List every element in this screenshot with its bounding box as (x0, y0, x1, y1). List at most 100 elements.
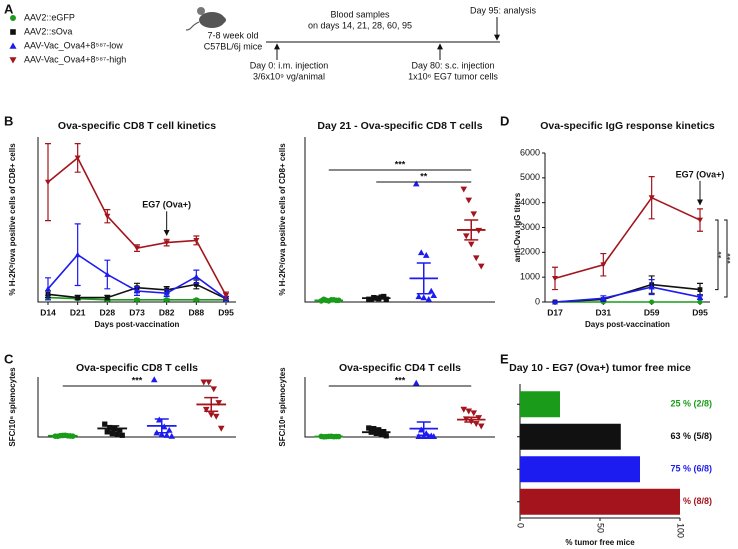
x-axis-label: % tumor free mice (565, 538, 635, 547)
y-axis-label: SFC/10⁶ splenocytes (8, 367, 17, 447)
point (552, 276, 558, 282)
point (425, 295, 433, 302)
point (202, 406, 210, 413)
point (371, 425, 377, 432)
y-tick-label: 4000 (520, 197, 540, 207)
point (200, 379, 208, 386)
significance-label: *** (395, 159, 406, 169)
y-axis-label: % H-2Kᵇ/ova positive cells of CD8+ cells (8, 143, 17, 296)
point (470, 410, 478, 417)
point (117, 427, 123, 433)
point (648, 284, 655, 290)
x-tick-label: D88 (189, 307, 205, 317)
point (193, 273, 200, 280)
series-line (47, 156, 227, 296)
point (425, 433, 433, 440)
point (366, 425, 372, 431)
x-tick-label: D95 (692, 307, 708, 317)
point (460, 186, 468, 193)
significance-label: *** (725, 253, 735, 264)
point (368, 297, 374, 303)
panel-label: C (4, 351, 14, 366)
legend-marker (9, 42, 17, 49)
mouse-label: C57BL/6j mice (204, 41, 263, 51)
point (697, 287, 703, 292)
y-tick-label: 5000 (520, 172, 540, 182)
legend-marker (9, 57, 17, 64)
series-line (554, 196, 701, 280)
significance-bracket (724, 219, 728, 298)
axis-line (304, 137, 495, 303)
point (649, 299, 655, 305)
blood-label: Blood samples (330, 9, 390, 19)
legend-marker (10, 29, 16, 35)
annotation: EG7 (Ova+) (676, 169, 725, 179)
panel-label: B (4, 113, 13, 128)
significance-label: ** (716, 251, 726, 259)
legend-label: AAV-Vac_Ova4+8⁵⁸⁷-low (24, 40, 123, 50)
point (420, 433, 428, 440)
point (210, 386, 218, 393)
point (600, 262, 607, 268)
y-tick-label: 6000 (520, 147, 540, 157)
point (75, 295, 81, 300)
series-line (554, 286, 701, 303)
x-tick-label: 50 (596, 523, 606, 533)
point (477, 423, 485, 430)
point (163, 431, 171, 438)
panel-label: D (500, 113, 509, 128)
x-tick-label: D82 (159, 307, 175, 317)
sem-bar (105, 425, 120, 432)
point (415, 433, 423, 440)
x-tick-label: D14 (40, 307, 56, 317)
legend-label: AAV2::sOva (24, 26, 72, 36)
point (470, 211, 478, 218)
point (102, 421, 108, 427)
point (430, 433, 438, 440)
point (383, 296, 389, 302)
x-tick-label: 100 (676, 523, 686, 538)
point (378, 431, 384, 438)
point (193, 282, 199, 287)
sem-bar (464, 219, 479, 241)
bar (520, 456, 640, 483)
point (465, 197, 473, 204)
y-tick-label: 2000 (520, 247, 540, 257)
bar (520, 423, 621, 450)
legend-label: AAV2::eGFP (24, 12, 75, 22)
chart-title: Ova-specific IgG response kinetics (540, 120, 715, 132)
point (74, 251, 81, 258)
point (697, 217, 703, 224)
point (193, 238, 200, 244)
value-label: 100 % (8/8) (665, 496, 712, 506)
point (45, 285, 51, 292)
point (168, 432, 176, 439)
chart-title: Day 10 - EG7 (Ova+) tumor free mice (509, 362, 691, 374)
point (217, 425, 225, 432)
day0-label: 3/6x10⁹ vg/animal (253, 71, 325, 81)
point (697, 299, 703, 305)
point (134, 245, 140, 252)
point (460, 406, 468, 413)
y-tick-label: 3000 (520, 222, 540, 232)
point (467, 241, 475, 248)
day80-label: 1x10⁶ EG7 tumor cells (408, 71, 498, 81)
legend-label: AAV-Vac_Ova4+8⁵⁸⁷-high (24, 54, 126, 64)
chart-title: Ova-specific CD8 T cells (76, 362, 198, 374)
point (420, 294, 428, 301)
point (462, 233, 470, 240)
point (415, 293, 423, 300)
sem-bar (321, 299, 336, 302)
x-tick-label: D73 (129, 307, 145, 317)
x-tick-label: D17 (547, 307, 563, 317)
bar (520, 391, 560, 418)
point (376, 427, 382, 433)
point (417, 249, 425, 256)
point (205, 379, 213, 386)
point (465, 408, 473, 415)
blood-label: on days 14, 21, 28, 60, 95 (308, 20, 412, 30)
mouse-label: 7-8 week old (207, 30, 258, 40)
point (412, 379, 420, 386)
timeline: 7-8 week old C57BL/6j mice Blood samples… (204, 5, 537, 81)
